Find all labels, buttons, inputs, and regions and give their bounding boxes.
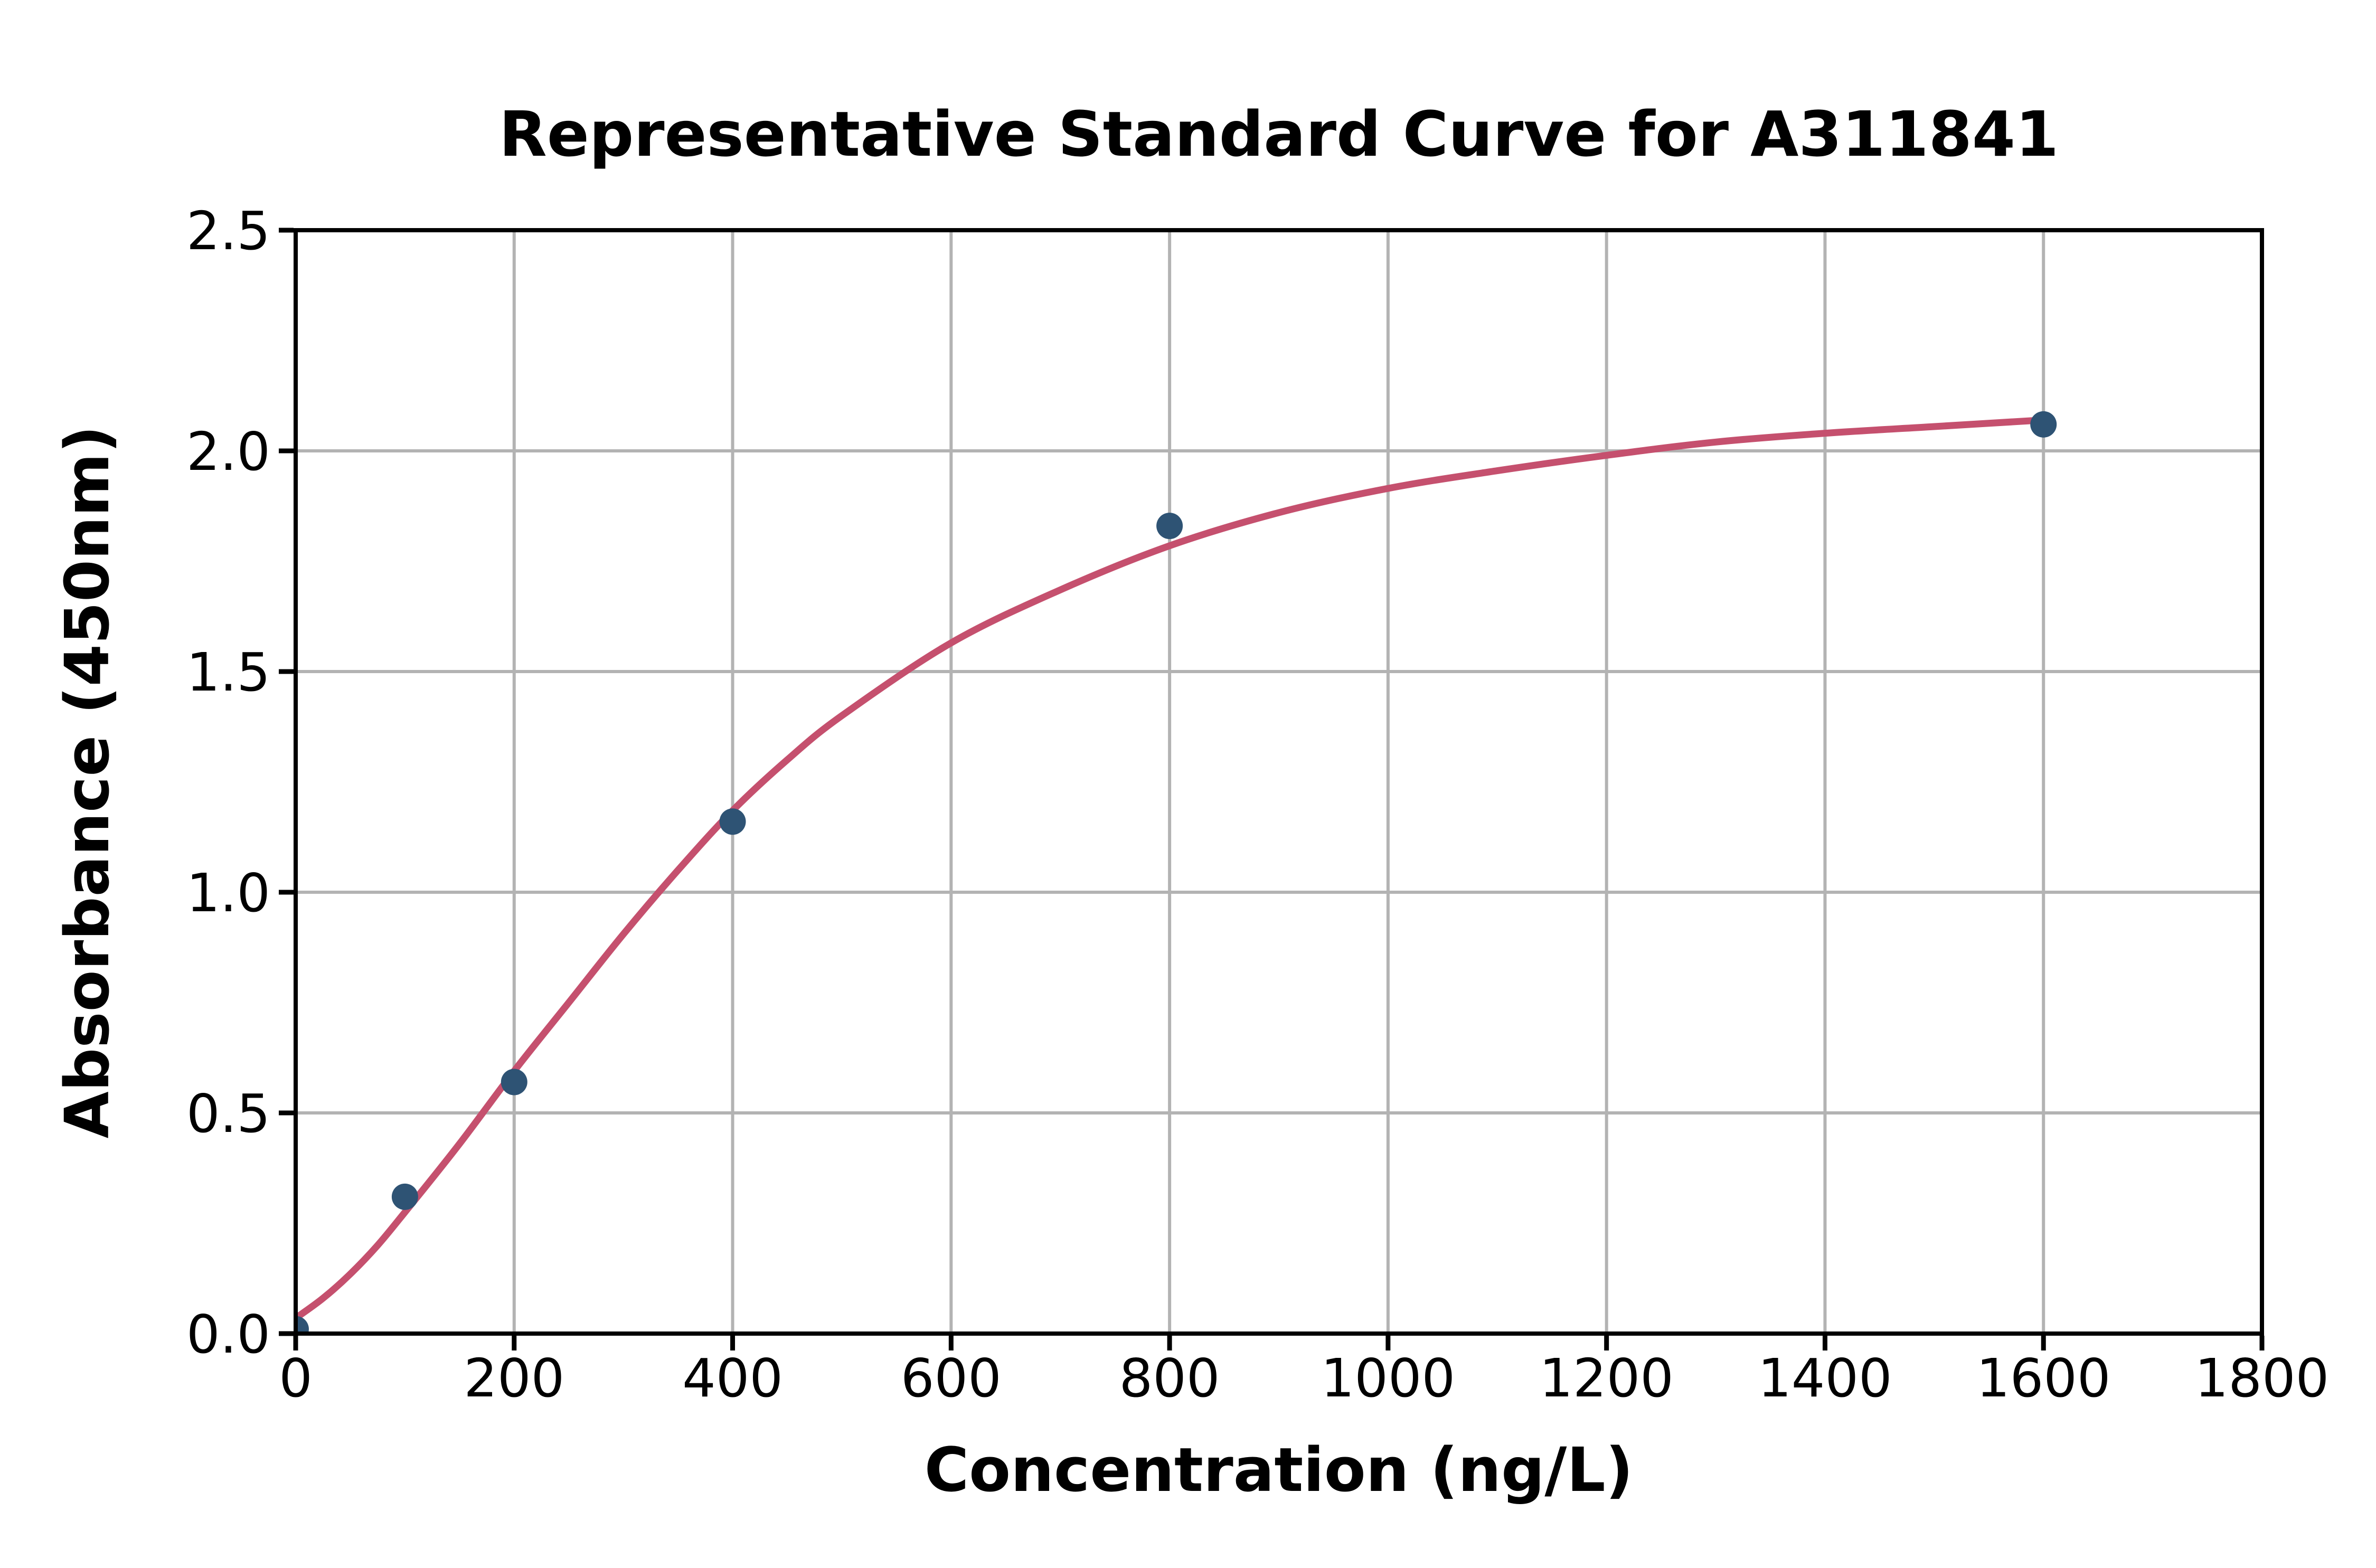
x-tick-label: 1200 xyxy=(1539,1347,1674,1409)
x-axis-title: Concentration (ng/L) xyxy=(924,1435,1634,1506)
x-tick-label: 400 xyxy=(682,1347,783,1409)
data-point xyxy=(501,1069,527,1095)
y-tick-label: 1.0 xyxy=(186,862,270,924)
x-tick-label: 0 xyxy=(279,1347,313,1409)
plot-frame xyxy=(294,228,2264,1336)
x-tick-label: 1400 xyxy=(1758,1347,1892,1409)
x-tick-label: 1800 xyxy=(2195,1347,2330,1409)
data-point xyxy=(719,808,746,835)
x-tick-label: 800 xyxy=(1119,1347,1220,1409)
x-tick-label: 600 xyxy=(901,1347,1002,1409)
data-point xyxy=(391,1183,418,1210)
x-tick-label: 1600 xyxy=(1976,1347,2111,1409)
y-tick-label: 2.5 xyxy=(186,200,270,262)
y-tick-label: 0.5 xyxy=(186,1083,270,1145)
y-axis-title: Absorbance (450nm) xyxy=(52,425,123,1139)
x-tick-label: 1000 xyxy=(1321,1347,1456,1409)
y-tick-label: 1.5 xyxy=(186,641,270,703)
x-tick-label: 200 xyxy=(464,1347,564,1409)
data-point xyxy=(1156,513,1183,540)
y-tick-label: 2.0 xyxy=(186,421,270,483)
data-point xyxy=(2030,411,2057,438)
y-tick-label: 0.0 xyxy=(186,1303,270,1365)
chart-title: Representative Standard Curve for A31184… xyxy=(498,98,2059,171)
fit-curve xyxy=(296,417,2047,1322)
data-point xyxy=(296,1316,309,1334)
